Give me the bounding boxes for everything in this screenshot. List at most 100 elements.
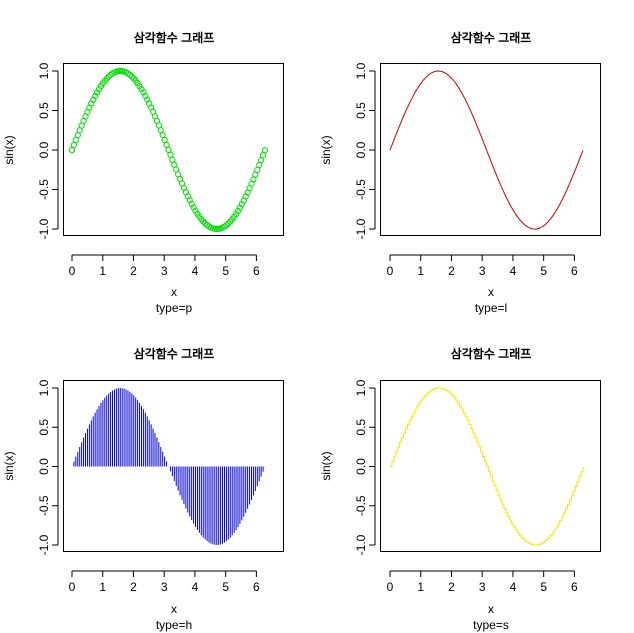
y-tick-label: -0.5: [37, 495, 51, 516]
data-point: [261, 147, 269, 154]
data-point: [140, 89, 147, 96]
data-point: [95, 86, 103, 93]
data-point: [165, 146, 172, 153]
plot-area: [390, 387, 584, 546]
data-point: [213, 225, 220, 233]
x-axis: 0 1 2 3 4 5 6: [69, 254, 260, 278]
chart-subtitle: type=p: [156, 301, 193, 315]
plot-area: [73, 388, 266, 545]
data-point: [92, 92, 99, 100]
plot-frame: [63, 380, 284, 552]
y-axis: -1.0 -0.5 0.0 0.5 1.0: [37, 62, 59, 239]
y-axis-label: sin(x): [319, 135, 333, 164]
y-axis: -1.0 -0.5 0.0 0.5 1.0: [37, 379, 59, 555]
y-tick-label: -0.5: [354, 495, 368, 516]
y-tick-label: 1.0: [37, 62, 51, 79]
data-point: [70, 141, 78, 149]
y-tick-label: 0.5: [354, 419, 368, 436]
data-point: [117, 67, 124, 75]
y-axis-label: sin(x): [2, 451, 16, 480]
x-tick-label: 1: [417, 264, 424, 278]
panel-points: 삼각함수 그래프 0 1 2 3 4 5 6 -1.0 -0.5 0.0 0.5 1.0 x typ…: [2, 30, 284, 315]
x-tick-label: 1: [99, 580, 106, 594]
x-tick-label: 6: [253, 580, 260, 594]
data-point: [202, 220, 209, 227]
data-point: [211, 225, 218, 232]
panel-step: 삼각함수 그래프 0 1 2 3 4 5 6 -1.0 -0.5 0.0 0.5 1.0 x typ…: [319, 346, 601, 632]
data-point: [128, 73, 135, 80]
x-tick-label: 0: [69, 264, 76, 278]
data-point: [126, 71, 133, 78]
data-point: [68, 146, 76, 154]
y-tick-label: 0.5: [37, 102, 51, 119]
y-tick-label: 1.0: [37, 379, 51, 396]
data-point: [258, 157, 265, 164]
x-tick-label: 2: [448, 264, 455, 278]
data-point: [223, 222, 230, 229]
y-tick-label: 0.5: [37, 419, 51, 436]
x-tick-label: 6: [571, 580, 578, 594]
data-point: [190, 204, 197, 211]
x-tick-label: 5: [222, 580, 229, 594]
x-axis-label: x: [488, 602, 494, 616]
panel-line: 삼각함수 그래프 0 1 2 3 4 5 6 -1.0 -0.5 0.0 0.5 1.0 x typ…: [319, 30, 601, 315]
data-point: [192, 207, 199, 214]
data-point: [200, 218, 207, 225]
y-tick-label: -1.0: [37, 218, 51, 239]
x-axis-label: x: [171, 602, 177, 616]
x-tick-label: 4: [510, 264, 517, 278]
x-tick-label: 0: [69, 580, 76, 594]
y-tick-label: -0.5: [37, 179, 51, 200]
y-tick-label: 0.0: [37, 458, 51, 475]
chart-title: 삼각함수 그래프: [451, 30, 532, 45]
chart-subtitle: type=l: [475, 301, 507, 315]
y-tick-label: -1.0: [37, 534, 51, 555]
x-tick-label: 5: [222, 264, 229, 278]
plot-area: [68, 67, 269, 233]
data-point: [93, 89, 101, 96]
x-tick-label: 2: [130, 264, 137, 278]
y-tick-label: -0.5: [354, 179, 368, 200]
plot-area: [389, 70, 584, 230]
plot-frame: [380, 63, 601, 236]
x-tick-label: 5: [540, 264, 547, 278]
y-tick-label: 1.0: [354, 379, 368, 396]
x-tick-label: 3: [479, 580, 486, 594]
x-tick-label: 0: [387, 580, 394, 594]
data-point: [259, 152, 267, 159]
x-tick-label: 2: [130, 580, 137, 594]
data-point: [232, 210, 240, 218]
data-point: [225, 220, 232, 227]
y-axis: -1.0 -0.5 0.0 0.5 1.0: [354, 379, 376, 555]
x-tick-label: 0: [387, 264, 394, 278]
data-point: [105, 73, 112, 80]
x-tick-label: 6: [253, 264, 260, 278]
y-tick-label: 1.0: [354, 62, 368, 79]
y-tick-label: 0.5: [354, 102, 368, 119]
chart-title: 삼각함수 그래프: [134, 30, 215, 45]
series-line: [389, 70, 584, 230]
x-tick-label: 2: [448, 580, 455, 594]
y-tick-label: 0.0: [354, 458, 368, 475]
y-axis: -1.0 -0.5 0.0 0.5 1.0: [354, 62, 376, 239]
y-axis-label: sin(x): [319, 451, 333, 480]
data-point: [188, 200, 195, 208]
x-axis: 0 1 2 3 4 5 6: [387, 254, 578, 278]
x-axis-label: x: [488, 285, 494, 299]
y-tick-label: -1.0: [354, 218, 368, 239]
x-tick-label: 4: [510, 580, 517, 594]
y-axis-label: sin(x): [2, 135, 16, 164]
y-tick-label: 0.0: [354, 141, 368, 158]
x-axis-label: x: [171, 285, 177, 299]
y-tick-label: -1.0: [354, 534, 368, 555]
data-point: [234, 207, 242, 215]
data-point: [163, 141, 170, 149]
x-tick-label: 3: [479, 264, 486, 278]
x-axis: 0 1 2 3 4 5 6: [69, 570, 260, 594]
plot-frame: [63, 63, 284, 236]
data-point: [167, 151, 174, 158]
x-axis: 0 1 2 3 4 5 6: [387, 570, 578, 594]
data-point: [136, 82, 143, 90]
data-point: [115, 68, 122, 75]
